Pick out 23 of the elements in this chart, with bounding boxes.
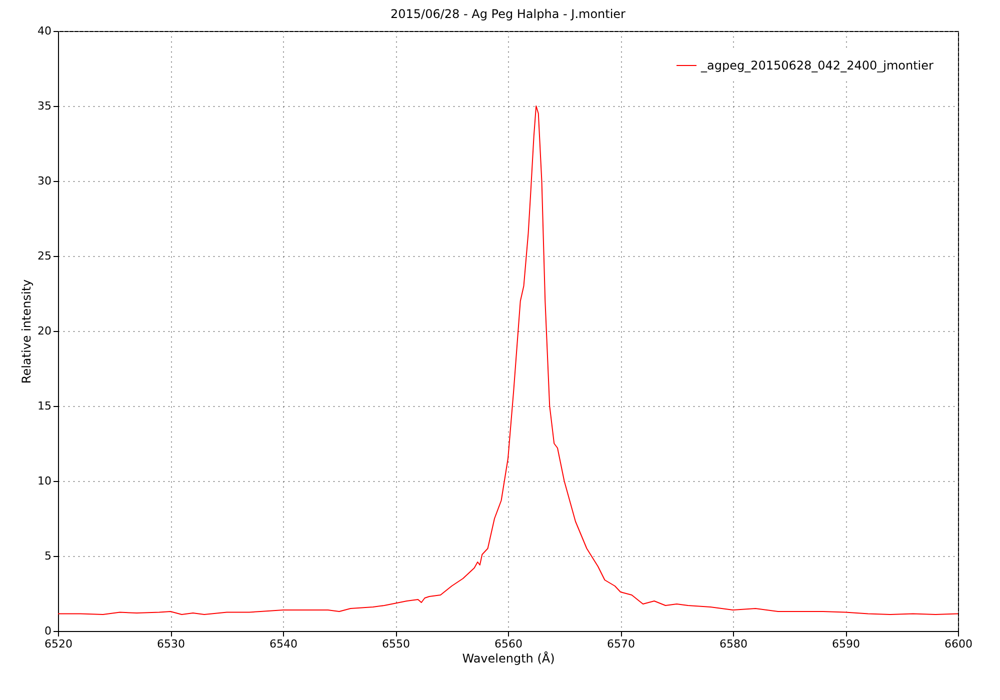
- x-tick-label: 6520: [44, 638, 72, 650]
- x-tick-label: 6530: [157, 638, 185, 650]
- line-series: [58, 106, 958, 615]
- y-tick-label: 0: [44, 624, 52, 638]
- x-tick-label: 6600: [944, 638, 972, 650]
- y-tick-label: 10: [38, 474, 52, 488]
- y-tick-label: 35: [38, 100, 52, 112]
- x-tick-label: 6540: [270, 638, 298, 650]
- x-tick-label: 6580: [720, 638, 748, 650]
- x-axis-title: Wavelength (Å): [462, 650, 555, 666]
- x-tick-label: 6550: [382, 638, 410, 650]
- x-tick-label: 6560: [494, 638, 522, 650]
- y-tick-label: 15: [38, 400, 52, 412]
- y-tick-label: 5: [44, 550, 52, 562]
- x-tick-label: 6570: [607, 638, 635, 650]
- x-tick-label: 6590: [832, 638, 860, 650]
- y-tick-label: 40: [38, 24, 52, 38]
- y-axis-title: Relative intensity: [20, 279, 34, 384]
- y-tick-label: 25: [38, 250, 52, 262]
- y-tick-label: 20: [38, 324, 52, 338]
- legend-label: _agpeg_20150628_042_2400_jmontier: [700, 58, 934, 72]
- y-tick-label: 30: [38, 174, 52, 188]
- chart-title: 2015/06/28 - Ag Peg Halpha - J.montier: [390, 7, 626, 21]
